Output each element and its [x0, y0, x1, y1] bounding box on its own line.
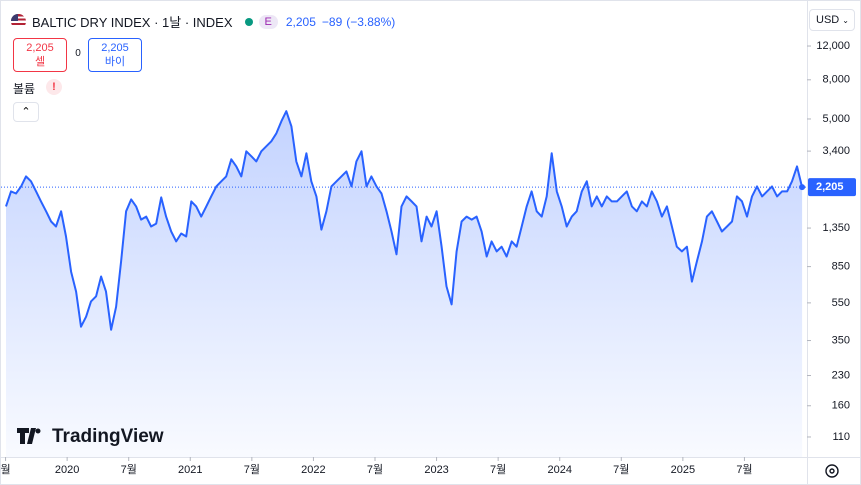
gear-center[interactable] [829, 468, 835, 474]
change-percent: (−3.88%) [346, 14, 396, 29]
x-tick-label: 7월 [121, 463, 137, 476]
exchange-badge: E [258, 14, 278, 29]
x-tick-label: 2020 [55, 464, 79, 476]
buy-price[interactable]: 2,205 [101, 42, 129, 54]
x-tick-label: 2024 [547, 464, 571, 476]
y-tick-label: 8,000 [822, 74, 850, 86]
y-tick-label: 5,000 [822, 113, 850, 125]
flag [11, 14, 26, 29]
y-tick-label: 160 [832, 400, 850, 412]
symbol-header: BALTIC DRY INDEX · 1날 · INDEX E 2,205 −8… [11, 12, 395, 31]
volume-alert[interactable]: ! [46, 79, 62, 95]
y-tick-label: 350 [832, 334, 850, 346]
volume-label: 볼륨 [13, 82, 36, 96]
sell-button[interactable]: 2,205 셀 [13, 38, 67, 72]
price: 2,205 [285, 14, 316, 29]
y-tick-label: 1,350 [822, 222, 850, 234]
currency[interactable]: USD [816, 14, 840, 26]
y-tick-label: 850 [832, 261, 850, 273]
y-tick-label: 3,400 [822, 145, 850, 157]
collapse-button[interactable]: ⌃ [13, 102, 39, 122]
x-tick-label: 7월 [736, 463, 752, 476]
y-tick-label: 110 [832, 431, 850, 443]
x-tick-label: 2023 [424, 464, 448, 476]
y-tick-label: 12,000 [816, 40, 850, 52]
x-tick-label: 7월 [367, 463, 383, 476]
logo: TradingView [17, 426, 164, 447]
buy-label[interactable]: 바이 [104, 56, 126, 68]
market-status [244, 17, 253, 26]
currency-select[interactable]: USD ⌄ [809, 9, 855, 31]
symbol-title[interactable]: BALTIC DRY INDEX · 1날 · INDEX [32, 15, 233, 30]
x-tick-label: 7월 [613, 463, 629, 476]
sell-price[interactable]: 2,205 [26, 42, 54, 54]
logo-mark [17, 428, 36, 444]
area-fill [6, 111, 803, 457]
change: −89 [321, 14, 343, 29]
y-tick-label: 230 [832, 369, 850, 381]
x-tick-label: 2021 [178, 464, 202, 476]
last-price-label: 2,205 [816, 181, 844, 193]
settings-icon[interactable] [825, 464, 839, 478]
x-tick-label: 월 [1, 463, 11, 476]
logo-text: TradingView [52, 426, 164, 447]
y-tick-label: 550 [832, 297, 850, 309]
sell-label[interactable]: 셀 [34, 56, 46, 68]
x-tick-label: 2025 [671, 464, 695, 476]
x-tick-label: 7월 [244, 463, 260, 476]
logo-dot [35, 428, 41, 434]
buy-button[interactable]: 2,205 바이 [88, 38, 142, 72]
spread: 0 [75, 48, 81, 59]
x-tick-label: 2022 [301, 464, 325, 476]
price-line [5, 110, 804, 331]
x-tick-label: 7월 [490, 463, 506, 476]
last-price-tag [808, 178, 856, 197]
gear[interactable] [825, 464, 839, 478]
last-point [799, 184, 806, 191]
